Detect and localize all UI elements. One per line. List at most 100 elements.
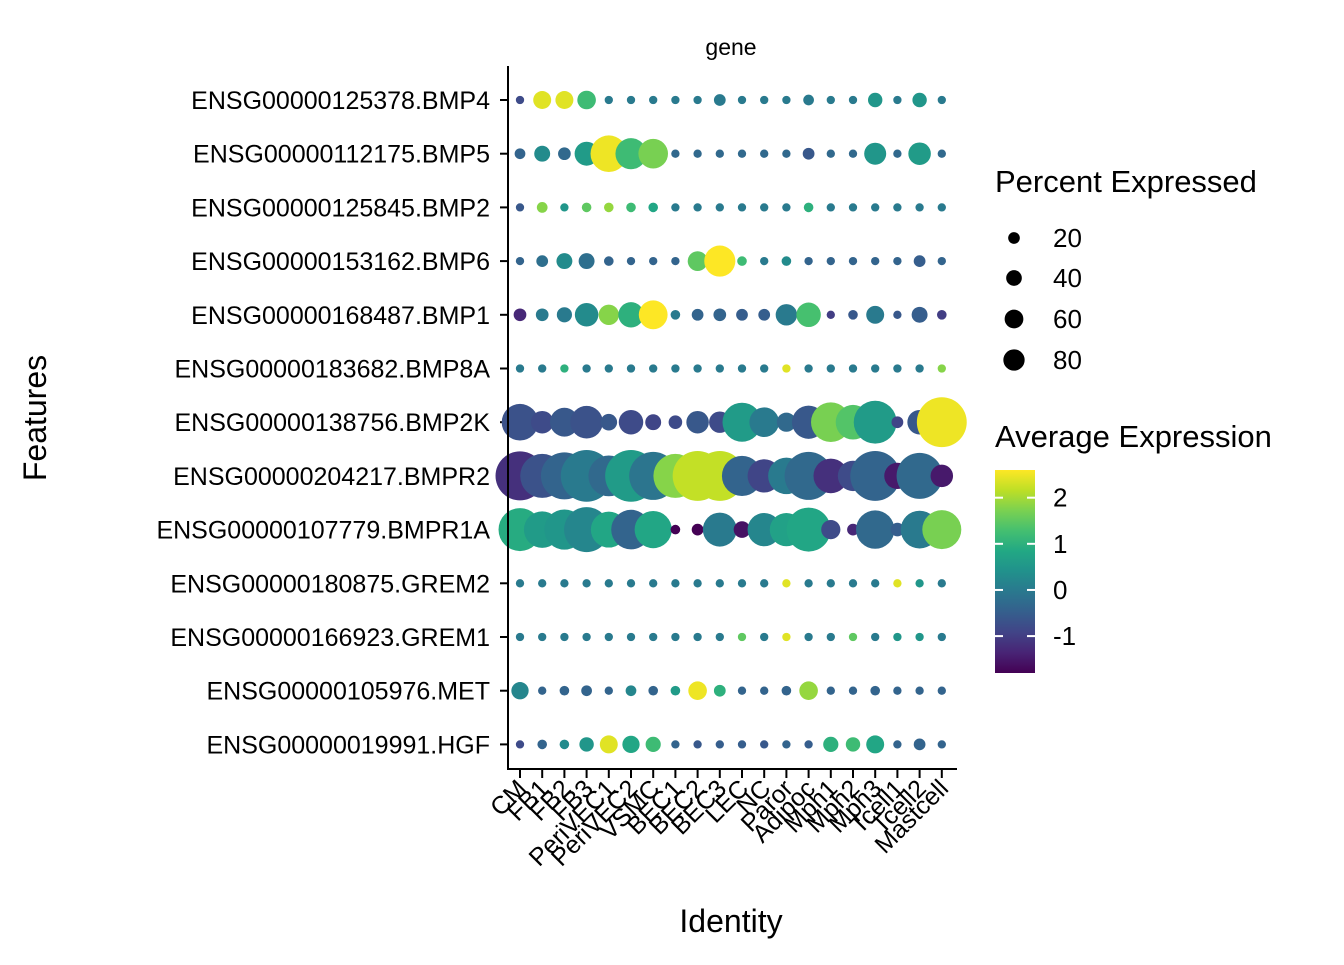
dot-ENSG00000166923.GREM1-Paror — [782, 632, 791, 642]
dot-ENSG00000125845.BMP2-Mph1 — [826, 203, 835, 212]
dot-ENSG00000166923.GREM1-BEC1 — [671, 632, 680, 642]
dot-ENSG00000183682.BMP8A-CM — [515, 364, 525, 373]
dot-ENSG00000138756.BMP2K-PeriVEC1 — [600, 413, 618, 431]
dot-ENSG00000105976.MET-Tcell1 — [893, 686, 902, 695]
dot-ENSG00000183682.BMP8A-LEC — [737, 364, 747, 373]
dot-ENSG00000112175.BMP5-Mph1 — [826, 149, 835, 158]
dot-ENSG00000019991.HGF-Mph1 — [823, 736, 839, 752]
dot-ENSG00000125378.BMP4-CM — [515, 95, 525, 105]
dot-ENSG00000183682.BMP8A-BEC1 — [671, 364, 680, 373]
dot-ENSG00000125845.BMP2-LEC — [737, 203, 747, 212]
dot-ENSG00000125378.BMP4-Mph3 — [868, 92, 883, 108]
dot-ENSG00000105976.MET-Adipoc — [799, 681, 818, 700]
dot-ENSG00000183682.BMP8A-Mph1 — [826, 364, 835, 373]
color-legend-title: Average Expression — [995, 419, 1272, 454]
dot-ENSG00000019991.HGF-VSMC — [645, 736, 661, 752]
dot-ENSG00000125845.BMP2-Tcell2 — [915, 203, 924, 212]
dot-ENSG00000105976.MET-BEC3 — [713, 684, 726, 697]
dot-ENSG00000180875.GREM2-BEC1 — [671, 579, 680, 588]
dot-ENSG00000180875.GREM2-Mph3 — [871, 579, 880, 588]
dot-ENSG00000204217.BMPR2-Mastcell — [930, 464, 954, 488]
dot-ENSG00000153162.BMP6-FB2 — [556, 253, 573, 270]
dot-ENSG00000166923.GREM1-VSMC — [649, 632, 658, 642]
dot-ENSG00000168487.BMP1-Paror — [775, 304, 798, 326]
dot-ENSG00000138756.BMP2K-BEC2 — [686, 410, 709, 434]
dot-ENSG00000125378.BMP4-BEC3 — [713, 94, 726, 106]
size-legend-label: 80 — [1053, 345, 1082, 375]
dot-ENSG00000107779.BMPR1A-Mastcell — [922, 510, 962, 550]
dot-ENSG00000105976.MET-Mph1 — [826, 686, 835, 695]
dot-ENSG00000112175.BMP5-BEC3 — [715, 149, 724, 158]
dot-ENSG00000180875.GREM2-BEC2 — [693, 579, 702, 588]
dot-ENSG00000105976.MET-PeriVEC2 — [625, 685, 637, 697]
dot-ENSG00000168487.BMP1-Mph2 — [848, 310, 858, 320]
dot-ENSG00000153162.BMP6-Mastcell — [937, 256, 946, 266]
dot-ENSG00000168487.BMP1-FB2 — [556, 307, 572, 323]
dot-ENSG00000019991.HGF-FB3 — [579, 737, 594, 752]
dot-ENSG00000019991.HGF-FB1 — [537, 739, 547, 750]
dot-ENSG00000125378.BMP4-PeriVEC2 — [626, 95, 636, 105]
dot-ENSG00000105976.MET-CM — [511, 682, 529, 700]
dot-ENSG00000183682.BMP8A-Tcell2 — [915, 364, 924, 373]
dot-ENSG00000125378.BMP4-BEC2 — [693, 95, 702, 105]
dot-ENSG00000112175.BMP5-BEC2 — [693, 149, 702, 158]
dot-ENSG00000168487.BMP1-Mastcell — [937, 310, 947, 320]
dot-ENSG00000166923.GREM1-PeriVEC1 — [604, 632, 613, 642]
dot-ENSG00000138756.BMP2K-PeriVEC2 — [618, 409, 644, 435]
dot-ENSG00000168487.BMP1-BEC1 — [670, 310, 681, 320]
dot-ENSG00000168487.BMP1-BEC2 — [691, 308, 704, 321]
dot-ENSG00000125845.BMP2-VSMC — [648, 202, 658, 213]
dot-ENSG00000166923.GREM1-BEC2 — [693, 632, 702, 642]
dot-ENSG00000183682.BMP8A-FB3 — [582, 364, 591, 373]
dot-ENSG00000153162.BMP6-FB3 — [578, 253, 595, 270]
y-tick-label: ENSG00000125845.BMP2 — [191, 194, 490, 222]
dot-ENSG00000138756.BMP2K-Tcell1 — [891, 416, 904, 429]
dot-ENSG00000125845.BMP2-CM — [515, 203, 525, 212]
dot-ENSG00000168487.BMP1-Tcell2 — [911, 306, 928, 323]
dot-ENSG00000138756.BMP2K-BEC1 — [668, 415, 683, 429]
dot-ENSG00000105976.MET-Mph2 — [848, 686, 858, 695]
dot-ENSG00000168487.BMP1-Mph3 — [866, 305, 885, 324]
colorbar-tick-label: 2 — [1053, 483, 1067, 513]
dot-ENSG00000168487.BMP1-LEC — [736, 308, 748, 321]
colorbar-tick-label: 1 — [1053, 529, 1067, 559]
dot-ENSG00000125845.BMP2-PeriVEC1 — [604, 202, 614, 213]
size-legend-label: 20 — [1053, 223, 1082, 253]
y-tick-label: ENSG00000107779.BMPR1A — [156, 517, 490, 545]
dot-ENSG00000112175.BMP5-Mph2 — [848, 149, 858, 158]
dot-ENSG00000019991.HGF-Adipoc — [804, 740, 813, 749]
x-ticks — [519, 769, 943, 778]
dot-ENSG00000183682.BMP8A-PeriVEC1 — [604, 364, 613, 373]
dot-ENSG00000125845.BMP2-Mph2 — [848, 203, 858, 212]
dot-ENSG00000166923.GREM1-Mph1 — [826, 632, 835, 642]
x-axis-title: Identity — [679, 903, 782, 939]
dot-ENSG00000125845.BMP2-BEC2 — [693, 203, 702, 212]
dot-ENSG00000168487.BMP1-NC — [758, 308, 771, 321]
dot-ENSG00000166923.GREM1-Mastcell — [937, 632, 946, 642]
dot-ENSG00000168487.BMP1-FB1 — [535, 308, 549, 322]
dot-ENSG00000153162.BMP6-PeriVEC1 — [604, 256, 614, 266]
dot-ENSG00000125845.BMP2-BEC1 — [671, 203, 680, 212]
dot-ENSG00000183682.BMP8A-Adipoc — [804, 364, 813, 373]
dot-ENSG00000019991.HGF-BEC2 — [693, 740, 702, 749]
dot-ENSG00000112175.BMP5-PeriVEC1 — [590, 135, 628, 172]
dot-ENSG00000112175.BMP5-Mastcell — [937, 149, 946, 158]
dot-ENSG00000125845.BMP2-FB2 — [560, 203, 569, 212]
dot-ENSG00000180875.GREM2-PeriVEC1 — [604, 579, 613, 588]
size-legend-label: 40 — [1053, 263, 1082, 293]
dot-ENSG00000180875.GREM2-Mph2 — [848, 579, 858, 588]
dot-ENSG00000168487.BMP1-Tcell1 — [893, 310, 902, 319]
dot-ENSG00000168487.BMP1-BEC3 — [713, 308, 727, 322]
dot-ENSG00000183682.BMP8A-NC — [760, 364, 769, 373]
dot-ENSG00000107779.BMPR1A-Mph1 — [821, 520, 841, 540]
size-legend: Percent Expressed 20 40 60 80 — [995, 164, 1257, 375]
dot-ENSG00000166923.GREM1-FB1 — [538, 632, 547, 642]
dot-ENSG00000153162.BMP6-PeriVEC2 — [626, 256, 636, 266]
dots — [495, 90, 967, 754]
dot-ENSG00000166923.GREM1-FB2 — [560, 632, 569, 642]
y-tick-label: ENSG00000168487.BMP1 — [191, 302, 490, 330]
dot-ENSG00000019991.HGF-Mph2 — [845, 737, 861, 752]
dot-ENSG00000180875.GREM2-Paror — [782, 579, 791, 588]
dot-ENSG00000153162.BMP6-VSMC — [649, 256, 658, 266]
dot-ENSG00000112175.BMP5-Tcell2 — [908, 142, 931, 165]
